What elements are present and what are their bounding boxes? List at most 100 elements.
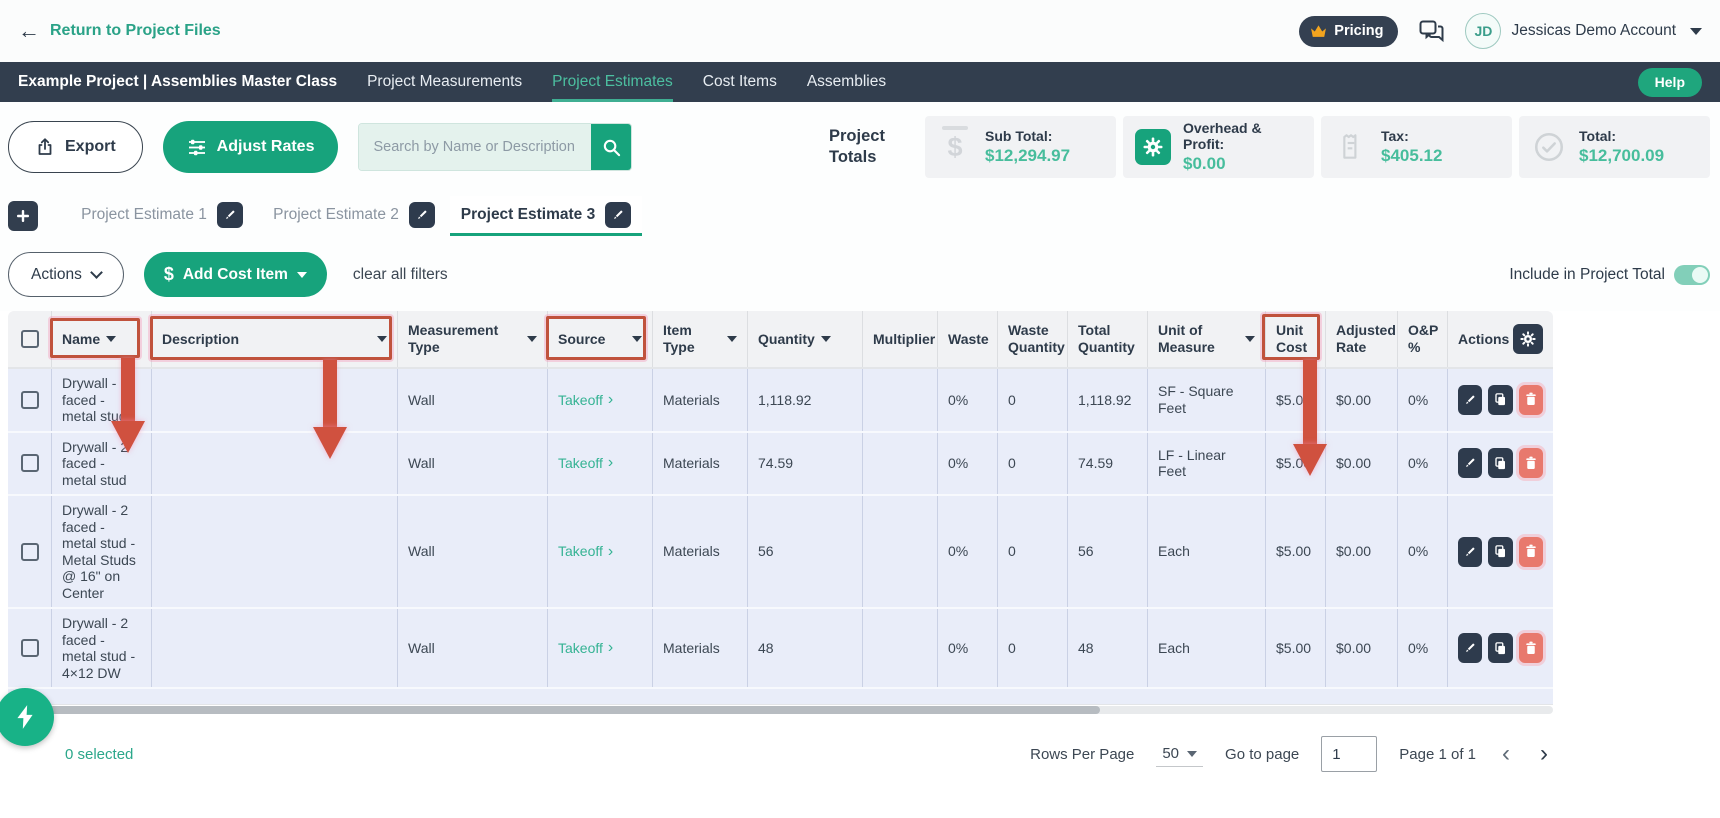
edit-row-button[interactable] <box>1458 633 1483 664</box>
project-nav-bar: Example Project | Assemblies Master Clas… <box>0 62 1720 102</box>
pencil-icon <box>415 208 429 222</box>
actions-label: Actions <box>31 265 82 283</box>
pricing-button[interactable]: Pricing <box>1299 15 1399 47</box>
chat-widget-button[interactable] <box>0 688 54 746</box>
sort-caret-icon <box>632 336 642 342</box>
edit-estimate-2-button[interactable] <box>408 201 435 228</box>
column-header-actions: Actions <box>1448 311 1553 367</box>
search-bar <box>358 123 633 171</box>
cell-measurement-type: Wall <box>398 609 548 688</box>
cell-quantity: 1,118.92 <box>748 369 863 431</box>
overhead-profit-value: $0.00 <box>1183 154 1226 173</box>
sliders-icon <box>187 137 207 157</box>
avatar: JD <box>1465 13 1502 49</box>
rows-per-page-select[interactable]: 50 <box>1156 741 1204 768</box>
scrollbar-thumb[interactable] <box>20 706 1100 715</box>
duplicate-row-button[interactable] <box>1488 536 1513 567</box>
pencil-icon <box>611 208 625 222</box>
actions-dropdown-button[interactable]: Actions <box>8 252 124 297</box>
row-checkbox[interactable] <box>20 390 39 409</box>
summary-cards: $ Sub Total: $12,294.97 <box>925 116 1710 178</box>
edit-estimate-3-button[interactable] <box>605 201 632 228</box>
column-header-source[interactable]: Source <box>548 311 653 367</box>
cell-waste-quantity: 0 <box>998 496 1068 608</box>
export-label: Export <box>65 138 116 155</box>
delete-row-button[interactable] <box>1518 633 1543 664</box>
return-to-project-files-link[interactable]: ← Return to Project Files <box>18 20 221 42</box>
account-name: Jessicas Demo Account <box>1511 22 1676 39</box>
column-header-measurement-type[interactable]: Measurement Type <box>398 311 548 367</box>
export-button[interactable]: Export <box>8 121 143 173</box>
delete-row-button[interactable] <box>1518 448 1543 479</box>
edit-estimate-1-button[interactable] <box>216 201 243 228</box>
cell-op-pct: 0% <box>1398 369 1448 431</box>
tab-project-estimate-1[interactable]: Project Estimate 1 <box>66 196 258 236</box>
toolbar: Export Adjust Rates Project Totals <box>0 102 1720 188</box>
edit-row-button[interactable] <box>1458 384 1483 415</box>
cell-description <box>152 496 398 608</box>
column-header-op-pct: O&P % <box>1398 311 1448 367</box>
column-header-unit-of-measure[interactable]: Unit of Measure <box>1148 311 1266 367</box>
column-header-name[interactable]: Name <box>52 311 152 367</box>
takeoff-link[interactable]: Takeoff <box>558 640 613 657</box>
takeoff-link[interactable]: Takeoff <box>558 543 613 560</box>
tab-project-estimate-3[interactable]: Project Estimate 3 <box>450 196 642 236</box>
row-checkbox[interactable] <box>20 542 39 561</box>
back-link-label: Return to Project Files <box>50 22 221 39</box>
include-in-project-total-label: Include in Project Total <box>1509 265 1665 283</box>
chat-icon[interactable] <box>1418 19 1445 44</box>
duplicate-row-button[interactable] <box>1488 633 1513 664</box>
select-all-checkbox[interactable] <box>20 330 39 348</box>
go-to-page-input[interactable] <box>1321 736 1378 773</box>
table-settings-button[interactable] <box>1513 324 1543 354</box>
previous-page-button[interactable]: ‹ <box>1502 740 1510 768</box>
account-menu[interactable]: JD Jessicas Demo Account <box>1465 13 1702 49</box>
cell-description <box>152 432 398 495</box>
column-header-item-type[interactable]: Item Type <box>653 311 748 367</box>
add-estimate-button[interactable] <box>8 201 38 231</box>
cell-op-pct: 0% <box>1398 432 1448 495</box>
back-arrow-icon: ← <box>18 18 40 43</box>
nav-item-project-estimates[interactable]: Project Estimates <box>552 62 673 102</box>
subtotal-label: Sub Total: <box>985 128 1053 144</box>
estimate-tabs-bar: Project Estimate 1 Project Estimate 2 Pr… <box>0 188 1720 236</box>
cell-item-type: Materials <box>653 369 748 431</box>
lightning-bolt-icon <box>14 704 36 730</box>
delete-row-button[interactable] <box>1518 384 1543 415</box>
duplicate-row-button[interactable] <box>1488 448 1513 479</box>
cell-name: Drywall - 2 faced - metal stud <box>52 432 152 495</box>
takeoff-link[interactable]: Takeoff <box>558 455 613 472</box>
edit-row-button[interactable] <box>1458 448 1483 479</box>
nav-item-assemblies[interactable]: Assemblies <box>806 73 887 90</box>
tab-project-estimate-2[interactable]: Project Estimate 2 <box>258 196 450 236</box>
cell-multiplier <box>863 369 938 431</box>
duplicate-row-button[interactable] <box>1488 384 1513 415</box>
trash-icon <box>1524 392 1538 407</box>
column-header-description[interactable]: Description <box>152 311 398 367</box>
include-in-project-total-toggle[interactable] <box>1674 264 1710 285</box>
takeoff-link[interactable]: Takeoff <box>558 392 613 409</box>
add-cost-item-button[interactable]: Add Cost Item <box>143 252 327 297</box>
edit-row-button[interactable] <box>1458 536 1483 567</box>
row-checkbox[interactable] <box>20 454 39 473</box>
horizontal-scrollbar[interactable] <box>8 706 1553 715</box>
adjust-rates-button[interactable]: Adjust Rates <box>162 121 339 173</box>
cell-unit-of-measure: Each <box>1148 609 1266 688</box>
search-button[interactable] <box>591 124 632 170</box>
cell-adjusted-rate: $0.00 <box>1326 609 1398 688</box>
nav-item-cost-items[interactable]: Cost Items <box>702 73 777 90</box>
cell-quantity: 56 <box>748 496 863 608</box>
column-header-quantity[interactable]: Quantity <box>748 311 863 367</box>
cell-description <box>152 369 398 431</box>
help-button[interactable]: Help <box>1637 67 1702 97</box>
cell-waste-quantity: 0 <box>998 609 1068 688</box>
plus-icon <box>15 208 31 224</box>
nav-item-project-measurements[interactable]: Project Measurements <box>367 73 523 90</box>
cell-total-quantity: 1,118.92 <box>1068 369 1148 431</box>
delete-row-button[interactable] <box>1518 536 1543 567</box>
search-input[interactable] <box>359 124 592 170</box>
row-checkbox[interactable] <box>20 639 39 658</box>
next-page-button[interactable]: › <box>1540 740 1548 768</box>
clear-all-filters-link[interactable]: clear all filters <box>352 265 448 283</box>
sort-caret-icon <box>377 336 387 342</box>
